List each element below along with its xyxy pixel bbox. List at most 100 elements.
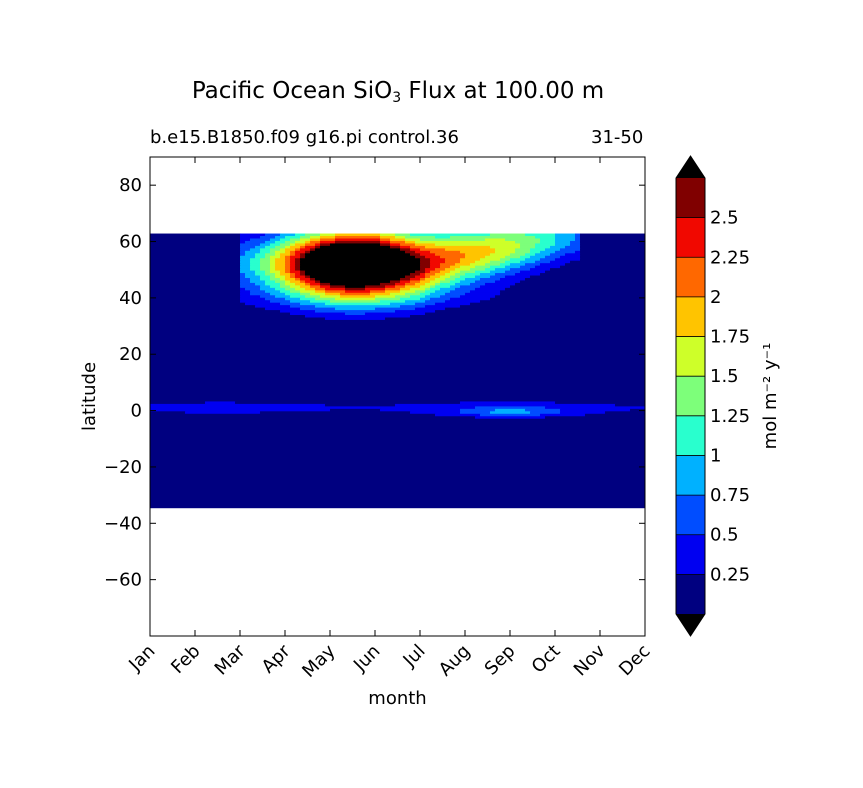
field-cell xyxy=(150,421,645,425)
field-cell xyxy=(150,440,645,445)
field-cell xyxy=(260,243,271,247)
field-cell xyxy=(150,322,645,326)
field-cell xyxy=(435,282,441,286)
field-cell xyxy=(450,290,471,294)
field-cell xyxy=(150,386,645,390)
field-cell xyxy=(150,376,645,380)
field-cell xyxy=(270,238,281,242)
field-cell xyxy=(310,250,406,254)
field-cell xyxy=(310,238,321,242)
field-cell xyxy=(280,310,316,314)
field-cell xyxy=(405,285,421,289)
field-cell xyxy=(380,233,396,237)
field-cell xyxy=(150,497,645,501)
field-cell xyxy=(440,280,451,284)
field-cell xyxy=(415,290,426,294)
colorbar-tick-label: 1.5 xyxy=(710,366,739,387)
field-cell xyxy=(240,273,246,277)
field-cell xyxy=(420,277,426,282)
field-cell xyxy=(240,253,246,257)
field-cell xyxy=(150,398,645,403)
field-cell xyxy=(300,263,421,267)
field-cell xyxy=(280,248,286,252)
field-cell xyxy=(480,277,501,282)
field-cell xyxy=(470,302,645,306)
field-cell xyxy=(150,248,241,252)
contour-field xyxy=(150,233,645,509)
field-cell xyxy=(275,280,286,284)
field-cell xyxy=(245,240,266,245)
field-cell xyxy=(555,238,576,242)
y-tick-label: 80 xyxy=(119,175,142,196)
field-cell xyxy=(290,255,301,259)
field-cell xyxy=(320,245,391,249)
field-cell xyxy=(150,339,645,343)
field-cell xyxy=(290,285,301,289)
field-cell xyxy=(275,253,281,257)
field-cell xyxy=(150,490,645,494)
field-cell xyxy=(265,270,271,274)
field-cell xyxy=(150,354,645,358)
field-cell xyxy=(380,408,461,412)
field-cell xyxy=(515,282,645,286)
field-cell xyxy=(540,413,586,417)
colorbar-label: mol m⁻² y⁻¹ xyxy=(760,343,781,450)
field-cell xyxy=(240,243,261,247)
field-cell xyxy=(475,416,546,420)
field-cell xyxy=(275,260,286,264)
field-cell xyxy=(285,265,291,269)
field-cell xyxy=(250,238,271,242)
field-cell xyxy=(430,292,446,296)
field-cell xyxy=(500,263,511,267)
field-cell xyxy=(310,285,321,289)
field-cell xyxy=(150,356,645,361)
field-cell xyxy=(255,270,266,274)
field-cell xyxy=(290,265,296,269)
field-cell xyxy=(415,282,426,286)
field-cell xyxy=(555,240,571,245)
field-cell xyxy=(395,233,411,237)
field-cell xyxy=(520,280,645,284)
field-cell xyxy=(270,270,281,274)
field-cell xyxy=(580,245,645,249)
field-cell xyxy=(570,240,581,245)
colorbar-tick-label: 0.5 xyxy=(710,525,739,546)
field-cell xyxy=(300,307,336,311)
field-cell xyxy=(240,290,251,294)
field-cell xyxy=(475,260,491,264)
field-cell xyxy=(270,292,286,296)
field-cell xyxy=(505,270,521,274)
field-cell xyxy=(150,394,645,398)
field-cell xyxy=(330,408,381,412)
field-cell xyxy=(485,268,496,272)
field-cell xyxy=(505,260,521,264)
field-cell xyxy=(150,436,645,440)
field-cell xyxy=(150,258,241,262)
field-cell xyxy=(275,250,286,254)
field-cell xyxy=(280,233,296,237)
field-cell xyxy=(295,250,306,254)
field-cell xyxy=(270,277,281,282)
field-cell xyxy=(295,282,306,286)
field-cell xyxy=(260,285,271,289)
field-cell xyxy=(550,268,645,272)
field-cell xyxy=(260,287,276,291)
field-cell xyxy=(265,307,301,311)
field-cell xyxy=(305,287,316,291)
field-cell xyxy=(150,389,645,393)
field-cell xyxy=(580,236,645,240)
field-cell xyxy=(370,290,386,294)
field-cell xyxy=(390,243,401,247)
field-cell xyxy=(265,290,281,294)
field-cell xyxy=(545,406,645,410)
field-cell xyxy=(150,282,241,286)
field-cell xyxy=(295,243,306,247)
field-cell xyxy=(300,277,311,282)
field-cell xyxy=(260,265,271,269)
field-cell xyxy=(580,233,645,237)
field-cell xyxy=(310,300,331,304)
chart-subtitle-right: 31-50 xyxy=(591,127,644,148)
field-cell xyxy=(150,275,241,279)
field-cell xyxy=(290,260,296,264)
field-cell xyxy=(365,287,386,291)
